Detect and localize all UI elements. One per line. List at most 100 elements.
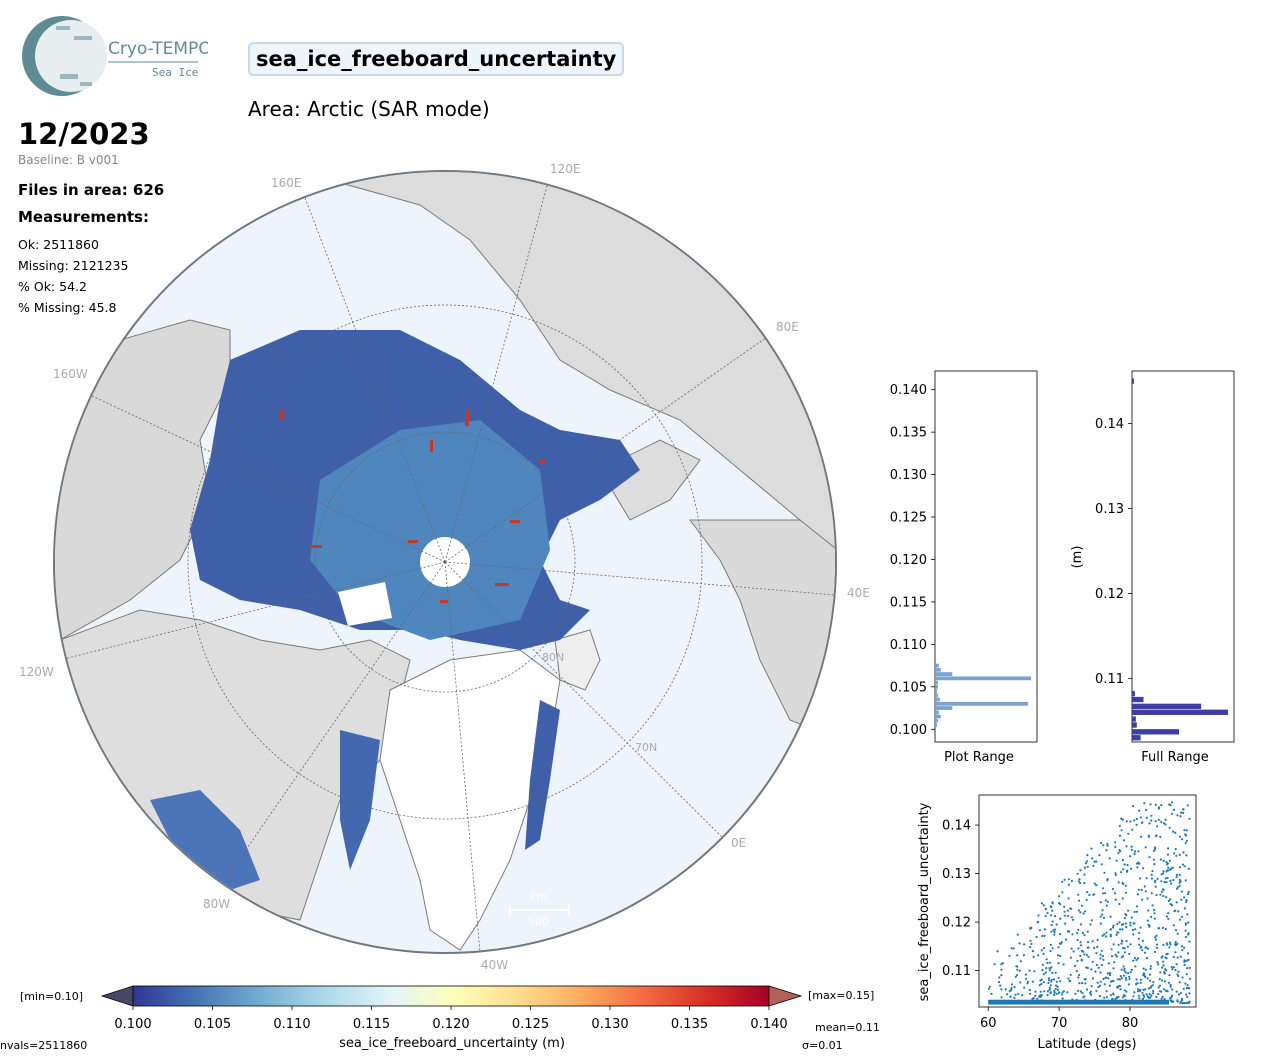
lon-label-80e: 80E (776, 320, 799, 334)
scatter-point (1063, 910, 1066, 913)
scatter-point (1096, 939, 1099, 942)
lon-label-120w: 120W (19, 665, 54, 679)
scatter-point (1106, 972, 1109, 975)
scatter-point (1124, 922, 1127, 925)
scatter-point (1167, 981, 1171, 984)
scatter-point (1107, 977, 1110, 980)
scatter-point (1153, 863, 1156, 866)
scatter-point (1104, 892, 1107, 895)
scatter-point (1180, 898, 1183, 901)
scatter-point (1142, 972, 1145, 975)
y-tick-label: 0.13 (1095, 502, 1124, 517)
scatter-point (1147, 909, 1150, 912)
scatter-point (1010, 986, 1013, 990)
scatter-point (1175, 901, 1178, 904)
scatter-point (1068, 980, 1071, 983)
scatter-point (1166, 853, 1170, 856)
scatter-point (1119, 928, 1122, 931)
scatter-point (1073, 964, 1077, 968)
histogram-bar (1132, 716, 1136, 722)
scatter-point (1048, 986, 1051, 990)
scatter-point (1183, 1002, 1186, 1005)
scatter-point (1123, 967, 1126, 970)
scatter-point (1135, 910, 1138, 913)
scatter-point (1185, 829, 1188, 832)
scatter-point (1159, 835, 1162, 839)
scatter-point (1164, 818, 1167, 821)
scatter-point (1123, 947, 1126, 950)
scatter-point (1055, 984, 1058, 987)
scatter-point (1187, 986, 1190, 989)
scatter-point (1185, 993, 1188, 996)
scatter-point (1129, 855, 1132, 858)
scatter-point (1165, 969, 1168, 972)
scatter-point (1183, 907, 1186, 910)
scatter-point (1083, 866, 1087, 869)
scatter-point (1030, 942, 1033, 946)
scatter-point (1109, 915, 1112, 918)
scatter-point (1111, 887, 1115, 891)
scatter-point (1175, 963, 1178, 966)
scatter-point (1115, 933, 1118, 937)
variable-title: sea_ice_freeboard_uncertainty (248, 42, 625, 76)
scatter-point (1118, 902, 1121, 906)
scatter-point (1033, 970, 1036, 973)
scatter-point (1046, 961, 1049, 965)
scatter-point (1057, 946, 1060, 949)
histogram-bar (935, 714, 941, 719)
scatter-point (1097, 986, 1100, 989)
colorbar-max-label: [max=0.15] (808, 989, 874, 1002)
y-tick-label: 0.120 (890, 553, 927, 568)
histogram-bar (935, 718, 938, 723)
scatter-point (1152, 981, 1155, 984)
scatter-point (1083, 882, 1086, 885)
scatter-point (1104, 935, 1107, 938)
histogram-bar (935, 710, 939, 715)
scatter-point (1101, 955, 1104, 958)
scatter-point (1108, 857, 1111, 860)
scatter-point (1025, 977, 1028, 980)
scatter-point (1144, 808, 1148, 812)
colorbar-max-arrow (768, 985, 803, 1007)
scatter-point (1121, 897, 1124, 900)
scatter-point (1028, 969, 1031, 972)
scatter-point (1133, 850, 1137, 853)
scatter-point (1086, 865, 1089, 868)
scatter-point (1153, 917, 1156, 920)
scatter-point (1145, 957, 1149, 960)
lat-label-80n: 80N (542, 651, 564, 664)
scatter-point (1060, 993, 1063, 996)
scatter-point (1050, 930, 1053, 933)
scatter-point (1099, 957, 1102, 960)
colorbar-tick-label: 0.105 (194, 1017, 231, 1032)
lon-label-40w: 40W (481, 958, 508, 972)
scatter-point (1178, 884, 1181, 887)
scatter-point (1189, 977, 1192, 980)
scatter-point (1156, 877, 1159, 881)
scatter-point (1043, 990, 1046, 993)
scatter-point (1167, 847, 1170, 850)
scatter-point (1179, 1000, 1183, 1003)
scatter-point (1176, 932, 1179, 935)
scatter-point (1112, 926, 1115, 929)
scatter-point (1091, 977, 1095, 980)
scatter-point (1120, 871, 1123, 874)
colorbar-tick-label: 0.135 (671, 1017, 708, 1032)
scatter-point (1047, 977, 1050, 980)
scatter-point (1087, 955, 1090, 959)
scatter-point (1156, 825, 1159, 828)
scatter-point (1184, 929, 1187, 932)
scatter-point (1127, 909, 1130, 912)
scatter-point (1064, 938, 1068, 941)
scatter-point (1124, 884, 1127, 887)
scatter-point (1039, 990, 1042, 993)
scatter-point (1104, 899, 1107, 902)
scatter-point (1120, 956, 1123, 959)
scatter-point (1000, 963, 1003, 966)
scatter-point (1140, 888, 1143, 892)
scatter-point (1036, 997, 1039, 1000)
scatter-point (1105, 849, 1108, 852)
scatter-point (1069, 973, 1072, 977)
scatter-point (1051, 902, 1054, 905)
scatter-point (1157, 927, 1161, 930)
